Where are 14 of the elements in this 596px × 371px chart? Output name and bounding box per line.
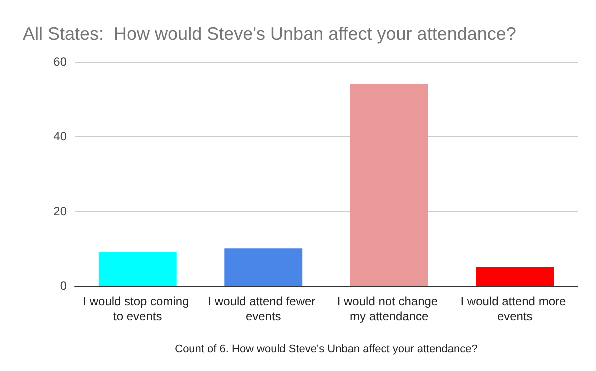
bar xyxy=(350,84,428,286)
x-axis-title: Count of 6. How would Steve's Unban affect your attendance? xyxy=(175,344,478,356)
bar xyxy=(98,252,177,286)
x-tick-label: I would attend fewer events xyxy=(208,294,319,324)
y-tick-label: 20 xyxy=(54,204,68,218)
bar xyxy=(476,267,554,286)
x-tick-label: I would attend more events xyxy=(460,294,570,324)
y-tick-label: 0 xyxy=(60,279,68,293)
y-tick-label: 40 xyxy=(54,130,68,144)
bar xyxy=(224,248,303,286)
chart-title: All States: How would Steve's Unban affect your attendance? xyxy=(23,24,516,44)
x-tick-label: I would not change my attendance xyxy=(337,294,442,324)
y-tick-label: 60 xyxy=(54,55,68,69)
x-tick-label: I would stop coming to events xyxy=(83,294,193,324)
